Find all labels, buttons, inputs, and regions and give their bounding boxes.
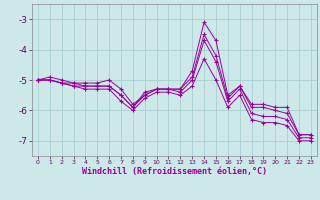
X-axis label: Windchill (Refroidissement éolien,°C): Windchill (Refroidissement éolien,°C) xyxy=(82,167,267,176)
